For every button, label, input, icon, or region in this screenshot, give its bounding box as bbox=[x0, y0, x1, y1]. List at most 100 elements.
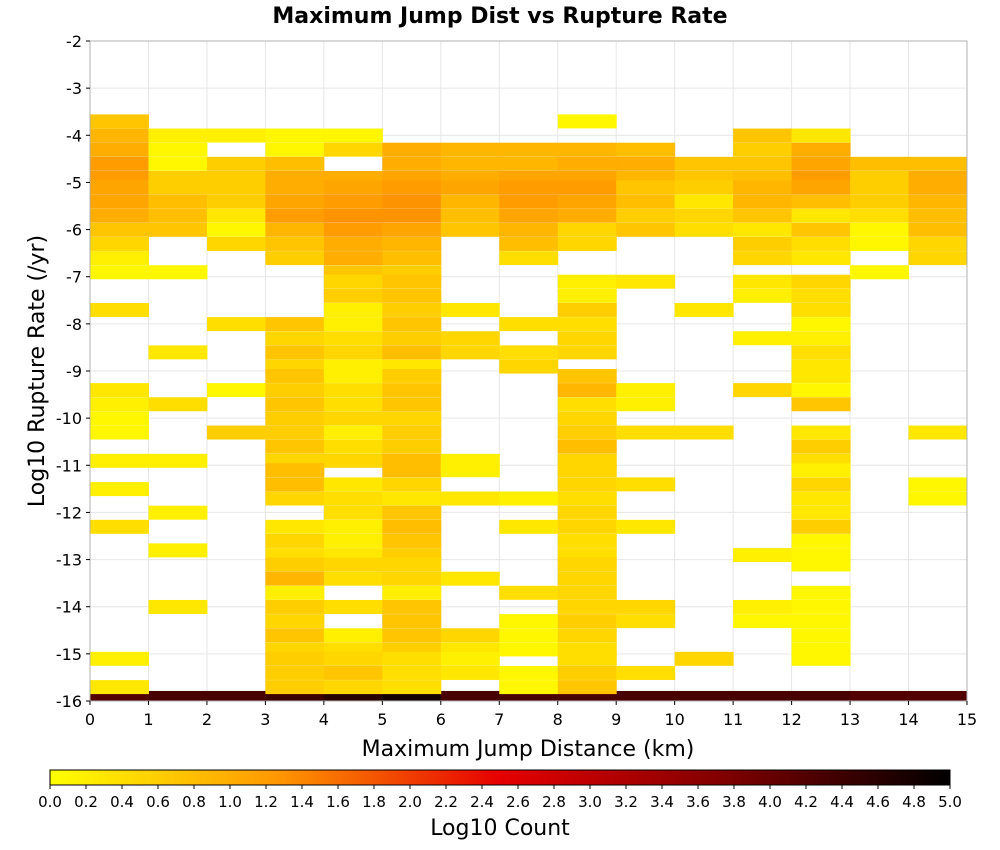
heatmap-cell bbox=[440, 142, 500, 157]
heatmap-cell bbox=[499, 491, 559, 506]
heatmap-cell bbox=[791, 477, 851, 492]
heatmap-cell bbox=[616, 690, 676, 702]
heatmap-cell bbox=[850, 194, 910, 209]
y-tick-label: -14 bbox=[56, 598, 82, 617]
heatmap-cell bbox=[499, 628, 559, 643]
colorbar-tick-label: 0.0 bbox=[38, 793, 62, 811]
x-tick-label: 2 bbox=[202, 710, 212, 729]
heatmap-cells bbox=[90, 114, 968, 702]
heatmap-cell bbox=[791, 585, 851, 600]
y-tick-label: -8 bbox=[66, 315, 82, 334]
heatmap-cell bbox=[908, 491, 968, 506]
heatmap-cell bbox=[90, 142, 149, 157]
colorbar-ticks: 0.0 0.2 0.4 0.6 0.8 1.0 1.2 1.4 1.6 1.8 2.0 2.2 2.4 2… bbox=[38, 785, 962, 811]
y-tick-label: -2 bbox=[66, 32, 82, 51]
heatmap-cell bbox=[557, 114, 617, 129]
heatmap-cell bbox=[148, 265, 208, 280]
heatmap-cell bbox=[206, 690, 266, 702]
heatmap-cell bbox=[382, 519, 442, 534]
heatmap-cell bbox=[323, 222, 383, 237]
heatmap-cell bbox=[791, 222, 851, 237]
heatmap-cell bbox=[323, 208, 383, 223]
heatmap-cell bbox=[557, 302, 617, 317]
heatmap-cell bbox=[440, 331, 500, 346]
heatmap-cell bbox=[791, 651, 851, 666]
heatmap-cell bbox=[90, 222, 149, 237]
heatmap-cell bbox=[499, 519, 559, 534]
heatmap-cell bbox=[557, 651, 617, 666]
heatmap-cell bbox=[791, 142, 851, 157]
heatmap-cell bbox=[323, 557, 383, 572]
heatmap-cell bbox=[499, 665, 559, 680]
y-tick-label: -15 bbox=[56, 645, 82, 664]
heatmap-cell bbox=[323, 194, 383, 209]
heatmap-cell bbox=[499, 180, 559, 195]
heatmap-cell bbox=[90, 411, 149, 426]
heatmap-cell bbox=[440, 571, 500, 586]
heatmap-cell bbox=[265, 194, 325, 209]
heatmap-cell bbox=[323, 397, 383, 412]
heatmap-cell bbox=[733, 274, 793, 289]
heatmap-cell bbox=[440, 156, 500, 171]
heatmap-cell bbox=[206, 128, 266, 143]
heatmap-cell bbox=[148, 543, 208, 558]
heatmap-cell bbox=[265, 571, 325, 586]
heatmap-cell bbox=[557, 274, 617, 289]
heatmap-cell bbox=[382, 505, 442, 520]
heatmap-cell bbox=[733, 690, 793, 702]
heatmap-cell bbox=[265, 491, 325, 506]
heatmap-cell bbox=[382, 302, 442, 317]
x-tick-label: 3 bbox=[260, 710, 270, 729]
heatmap-cell bbox=[382, 288, 442, 303]
heatmap-cell bbox=[616, 599, 676, 614]
heatmap-cell bbox=[265, 439, 325, 454]
heatmap-cell bbox=[557, 317, 617, 332]
heatmap-cell bbox=[733, 288, 793, 303]
heatmap-cell bbox=[733, 236, 793, 251]
heatmap-cell bbox=[791, 156, 851, 171]
heatmap-cell bbox=[265, 690, 325, 702]
heatmap-cell bbox=[265, 519, 325, 534]
heatmap-cell bbox=[382, 368, 442, 383]
heatmap-cell bbox=[791, 368, 851, 383]
heatmap-cell bbox=[382, 665, 442, 680]
heatmap-cell bbox=[674, 208, 734, 223]
heatmap-cell bbox=[557, 383, 617, 398]
heatmap-cell bbox=[265, 368, 325, 383]
heatmap-cell bbox=[265, 425, 325, 440]
heatmap-cell bbox=[382, 180, 442, 195]
heatmap-cell bbox=[791, 628, 851, 643]
heatmap-cell bbox=[265, 397, 325, 412]
heatmap-cell bbox=[323, 453, 383, 468]
heatmap-cell bbox=[557, 491, 617, 506]
heatmap-cell bbox=[616, 142, 676, 157]
heatmap-cell bbox=[791, 463, 851, 478]
heatmap-cell bbox=[382, 614, 442, 629]
x-tick-label: 15 bbox=[957, 710, 977, 729]
heatmap-cell bbox=[323, 411, 383, 426]
heatmap-cell bbox=[674, 222, 734, 237]
y-tick-label: -3 bbox=[66, 79, 82, 98]
heatmap-cell bbox=[265, 156, 325, 171]
heatmap-cell bbox=[791, 180, 851, 195]
heatmap-cell bbox=[90, 128, 149, 143]
heatmap-cell bbox=[90, 208, 149, 223]
heatmap-cell bbox=[265, 383, 325, 398]
heatmap-cell bbox=[265, 317, 325, 332]
heatmap-cell bbox=[265, 208, 325, 223]
heatmap-cell bbox=[616, 274, 676, 289]
heatmap-cell bbox=[90, 156, 149, 171]
heatmap-cell bbox=[616, 180, 676, 195]
heatmap-cell bbox=[382, 194, 442, 209]
heatmap-cell bbox=[557, 585, 617, 600]
colorbar-tick-label: 2.6 bbox=[506, 793, 530, 811]
heatmap-cell bbox=[791, 274, 851, 289]
heatmap-cell bbox=[791, 345, 851, 360]
heatmap-cell bbox=[557, 557, 617, 572]
heatmap-cell bbox=[908, 251, 968, 266]
heatmap-cell bbox=[265, 680, 325, 695]
heatmap-cell bbox=[791, 425, 851, 440]
heatmap-cell bbox=[557, 628, 617, 643]
heatmap-cell bbox=[265, 557, 325, 572]
heatmap-cell bbox=[265, 236, 325, 251]
